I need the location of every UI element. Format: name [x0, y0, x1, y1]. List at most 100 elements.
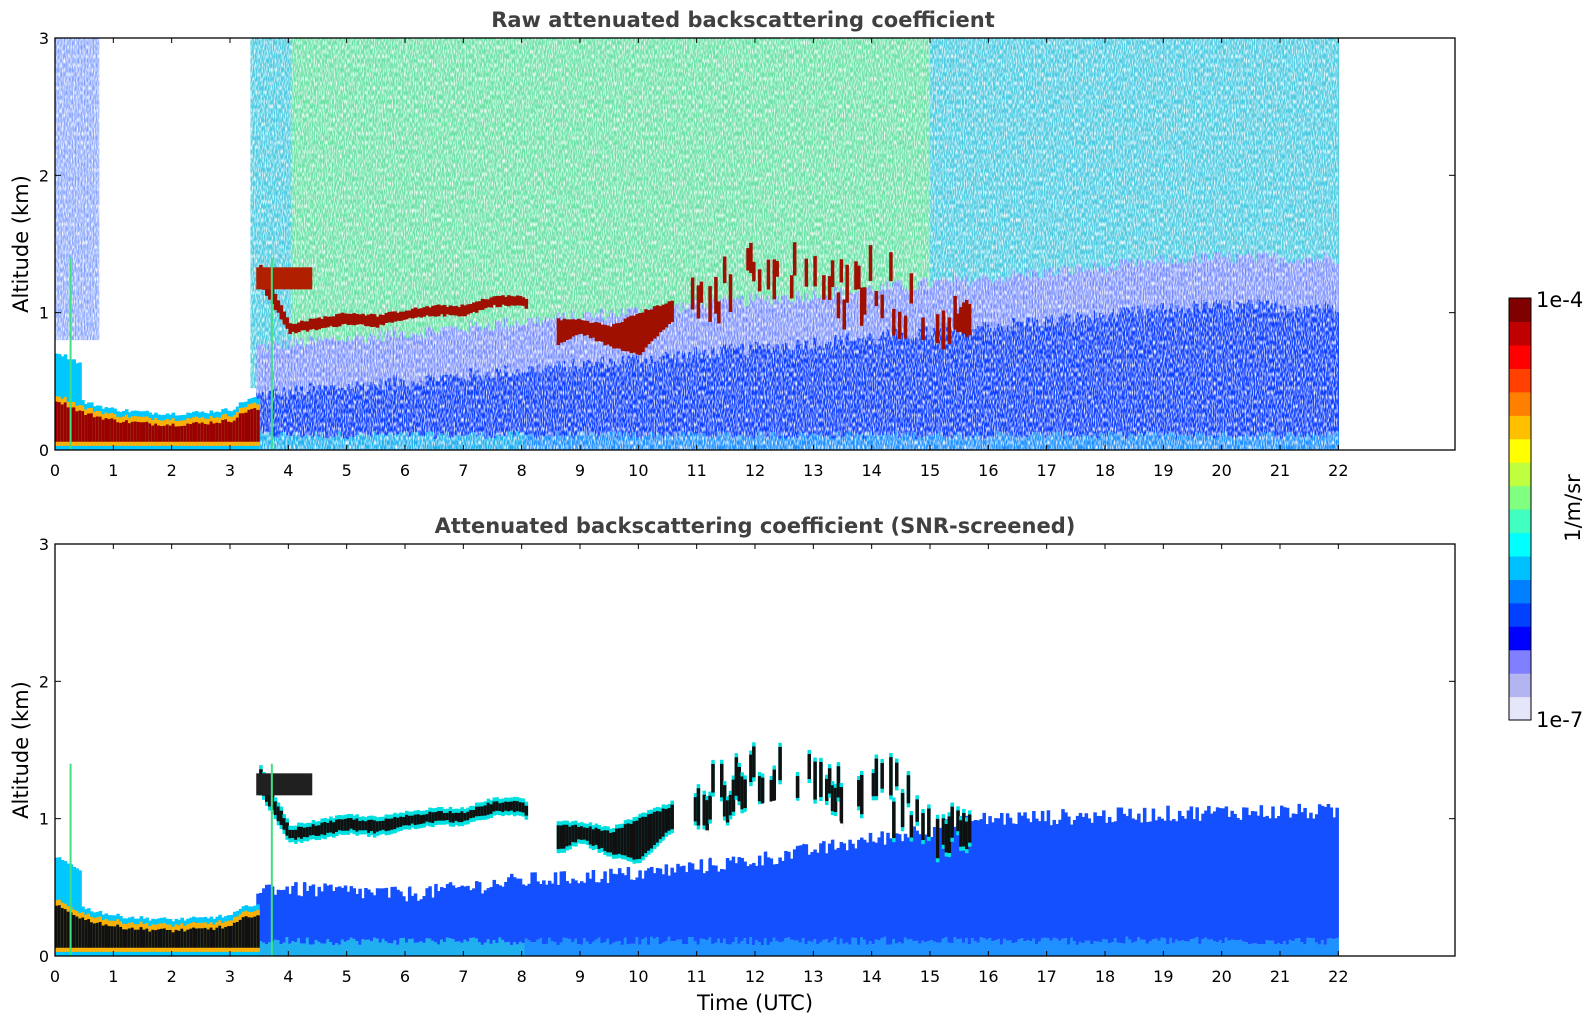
aerosol-cell	[477, 882, 482, 943]
cloud-cell	[367, 314, 371, 327]
surface-layer-cell	[545, 943, 549, 956]
surface-layer-cell	[1291, 941, 1296, 956]
colorbar-max-label: 1e-4	[1536, 288, 1583, 312]
surface-layer-cell	[399, 938, 403, 956]
cloud-cell	[641, 312, 645, 353]
cloud-cell	[813, 256, 817, 287]
surface-layer-cell	[851, 937, 855, 956]
bl-core-cell	[227, 421, 231, 442]
aerosol-cell	[317, 886, 322, 942]
bl-core-cell	[148, 931, 152, 948]
cloud-cell	[332, 822, 336, 834]
cloud-cell	[597, 322, 602, 342]
cloud-cell	[273, 267, 278, 290]
cloud-cell	[346, 313, 351, 325]
aerosol-cell	[1242, 807, 1246, 942]
cloud-cell	[390, 818, 394, 830]
bl-core-cell	[247, 409, 252, 442]
aerosol-cell	[311, 884, 316, 945]
bl-core-cell	[113, 926, 117, 948]
cloud-cell	[343, 313, 348, 324]
screened-gap-cell	[588, 850, 593, 870]
surface-layer-cell	[647, 944, 651, 956]
screened-gap-cell	[702, 831, 707, 860]
cloud-cell	[737, 766, 742, 802]
surface-layer-cell	[486, 939, 491, 956]
colorbar-band	[1509, 555, 1531, 580]
aerosol-cell	[1140, 822, 1144, 940]
surface-layer-cell	[416, 942, 421, 956]
surface-layer-cell	[477, 942, 482, 956]
aerosol-cell	[1233, 813, 1237, 940]
cloud-cell	[495, 801, 499, 811]
x-tick-label: 7	[458, 967, 468, 986]
cloud-cell	[617, 322, 622, 349]
colorbar-band	[1509, 626, 1531, 651]
bl-core-cell	[224, 419, 228, 442]
cloud-cell	[650, 813, 654, 849]
aerosol-cell	[1306, 818, 1310, 938]
surface-layer-cell	[582, 938, 587, 956]
aerosol-cell	[1137, 813, 1141, 938]
bl-core-cell	[206, 929, 211, 948]
aerosol-cell	[507, 877, 511, 942]
cloud-cell	[375, 821, 380, 832]
cloud-cell	[705, 800, 709, 833]
x-tick-label: 4	[283, 461, 293, 480]
aerosol-cell	[530, 872, 534, 943]
aerosol-cell	[895, 833, 899, 944]
cloud-cell	[565, 319, 569, 340]
cloud-cell	[337, 313, 342, 327]
surface-layer-cell	[673, 941, 677, 956]
cloud-cell	[349, 313, 354, 325]
aerosol-cell	[591, 869, 596, 942]
surface-layer-cell	[848, 944, 852, 956]
bl-core-cell	[250, 408, 254, 442]
aerosol-cell	[1323, 806, 1328, 945]
aerosol-cell	[1317, 804, 1322, 945]
cloud-cell	[594, 827, 599, 845]
aerosol-cell	[737, 857, 742, 944]
screened-gap-cell	[416, 830, 421, 886]
aerosol-cell	[594, 882, 599, 940]
bl-core-cell	[55, 905, 59, 948]
aerosol-cell	[930, 837, 934, 941]
aerosol-cell	[1215, 807, 1220, 943]
cloud-cell	[827, 276, 832, 300]
cloud-cell	[297, 267, 301, 290]
cloud-cell	[457, 812, 462, 823]
cloud-cell	[965, 299, 969, 338]
cloud-cell	[402, 311, 406, 320]
aerosol-cell	[696, 869, 701, 945]
bl-core-cell	[104, 418, 109, 442]
aerosol-cell	[769, 858, 774, 943]
surface-layer-cell	[892, 939, 896, 956]
cloud-cell	[294, 267, 298, 290]
aerosol-cell	[629, 879, 634, 944]
screened-gap-cell	[830, 817, 835, 840]
surface-layer-cell	[1221, 943, 1226, 956]
surface-layer-cell	[507, 941, 511, 956]
screened-gap-cell	[682, 834, 686, 862]
aerosol-cell	[375, 888, 380, 939]
cloud-cell	[772, 259, 777, 300]
surface-layer-cell	[676, 939, 680, 956]
screened-gap-cell	[337, 838, 342, 885]
aerosol-cell	[819, 843, 823, 943]
aerosol-cell	[288, 893, 292, 944]
aerosol-cell	[1084, 813, 1089, 941]
surface-layer-cell	[1110, 942, 1115, 956]
cloud-cell	[757, 776, 762, 802]
surface-layer-cell	[445, 937, 450, 956]
aerosol-cell	[542, 880, 546, 945]
aerosol-cell	[825, 853, 829, 940]
aerosol-cell	[1210, 813, 1214, 940]
aerosol-cell	[1081, 816, 1086, 944]
surface-layer-cell	[1245, 942, 1249, 956]
cloud-cell	[294, 773, 298, 796]
aerosol-cell	[617, 868, 622, 942]
aerosol-cell	[1312, 818, 1316, 938]
surface-layer-cell	[405, 942, 409, 956]
bl-core-cell	[151, 929, 155, 948]
screened-gap-cell	[349, 836, 354, 885]
